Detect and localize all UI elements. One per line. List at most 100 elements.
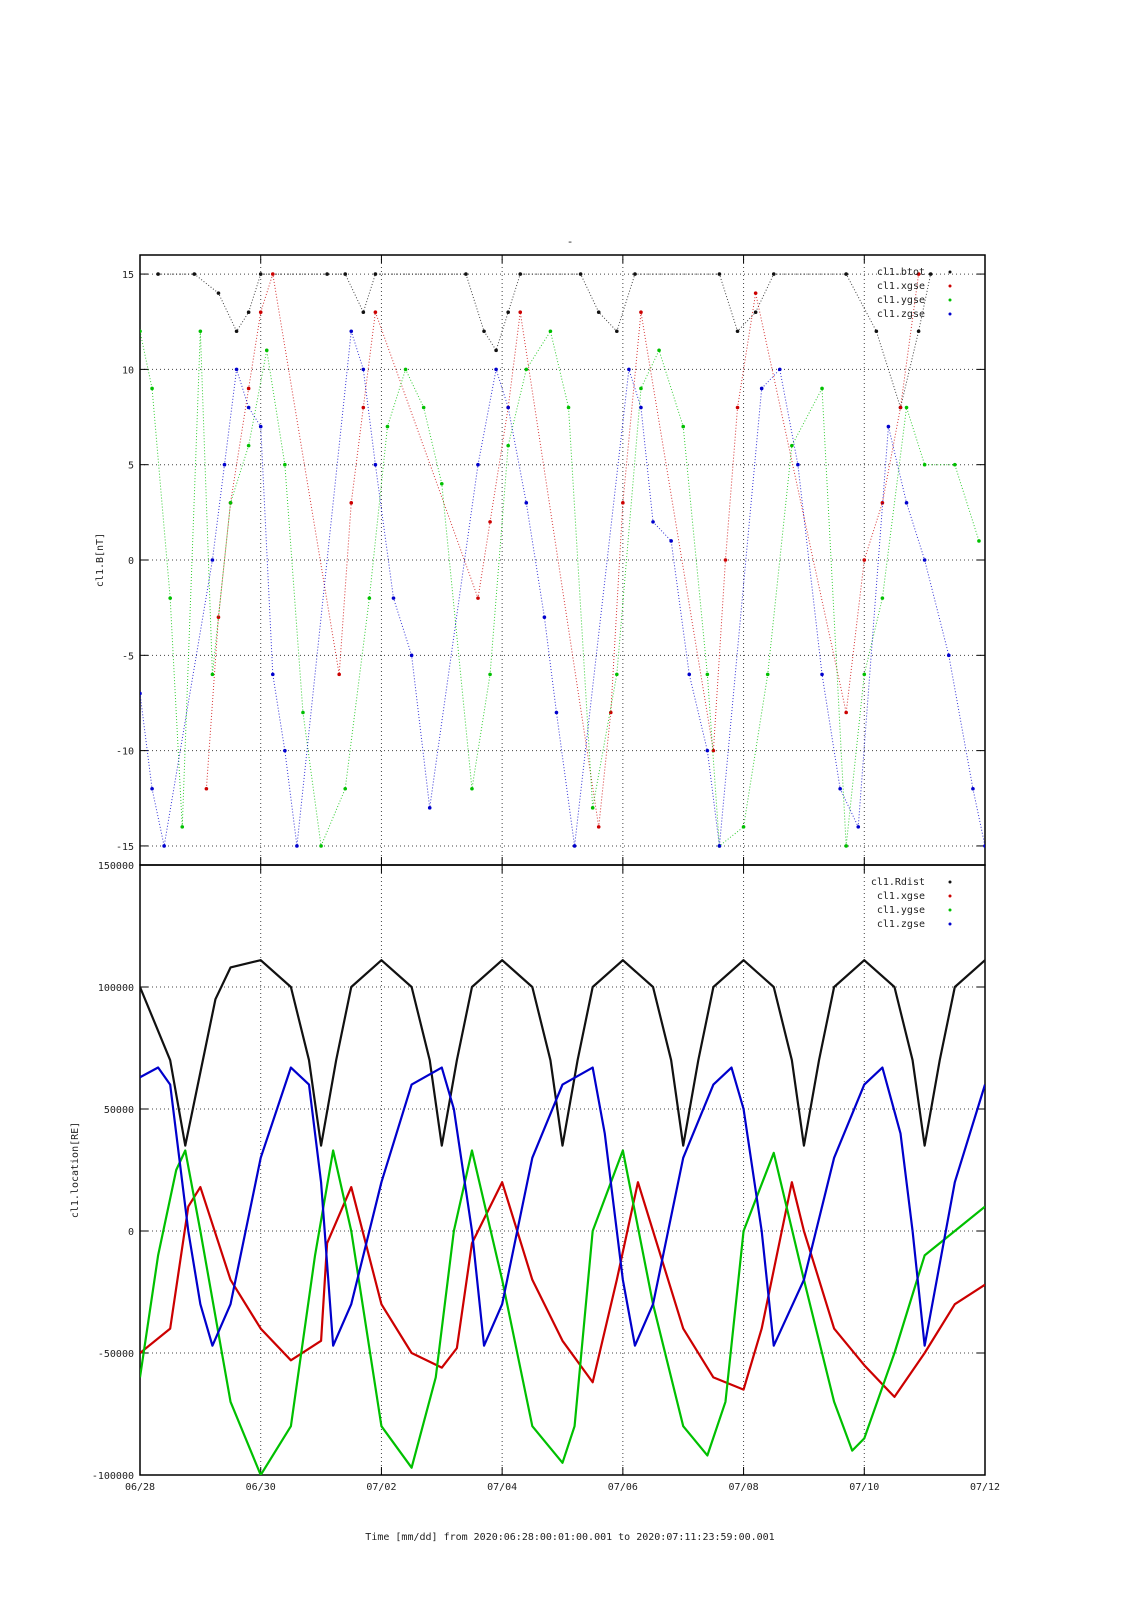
series-trace: [140, 329, 980, 848]
data-point: [482, 329, 486, 334]
data-layer: [140, 959, 985, 1475]
x-tick-label: 07/12: [970, 1482, 1000, 1493]
data-point: [246, 405, 251, 410]
top-frame: [139, 254, 986, 866]
data-point: [554, 710, 559, 715]
data-point: [548, 329, 553, 334]
top-panel: -15 -10 -5 0 5 10 15 cl1.B[nT] cl1.btot cl1.xgse c…: [95, 254, 986, 866]
data-point: [639, 405, 643, 410]
series-cl1-xgse: [204, 272, 921, 829]
legend-marker: [948, 908, 952, 912]
data-point: [922, 462, 927, 467]
data-point: [295, 844, 299, 848]
x-tick-label: 07/10: [849, 1482, 879, 1493]
data-point: [373, 272, 378, 276]
data-point: [506, 443, 510, 448]
series-trace: [158, 273, 932, 410]
data-point: [657, 348, 661, 353]
x-tick-label: 07/02: [366, 1482, 396, 1493]
series-cl1-btot: [156, 272, 933, 410]
data-point: [759, 386, 764, 391]
y-tick-label: -10: [116, 747, 134, 758]
data-point: [439, 481, 444, 486]
data-point: [343, 272, 348, 276]
bottom-frame: [139, 864, 986, 1476]
data-point: [820, 672, 824, 677]
bottom-panel: -100000 -50000 0 50000 100000 150000 cl1.locat…: [70, 861, 1000, 1493]
data-point: [476, 462, 480, 467]
bottom-y-axis-label: cl1.location[RE]: [70, 1122, 81, 1218]
data-point: [977, 539, 981, 543]
y-tick-label: 15: [122, 270, 134, 281]
data-point: [518, 310, 523, 314]
legend-marker: [948, 922, 952, 926]
data-point: [639, 386, 643, 391]
data-point: [904, 405, 909, 410]
data-point: [234, 329, 239, 334]
series-line-cl1-ygse: [140, 1149, 985, 1475]
data-point: [615, 672, 619, 677]
series-line-cl1-zgse: [140, 1066, 985, 1347]
data-point: [325, 272, 329, 276]
data-point: [687, 672, 692, 677]
data-point: [367, 596, 372, 600]
legend-label: cl1.xgse: [877, 281, 925, 292]
series-trace: [205, 273, 920, 827]
data-layer: [140, 272, 985, 848]
y-tick-label: 100000: [98, 983, 134, 994]
data-point: [264, 348, 269, 353]
data-point: [361, 405, 366, 410]
data-point: [337, 672, 341, 677]
data-point: [844, 710, 848, 715]
data-point: [621, 501, 625, 505]
data-point: [524, 501, 529, 505]
data-point: [361, 310, 366, 314]
data-point: [427, 806, 432, 810]
y-tick-label: -5: [122, 651, 134, 662]
data-point: [886, 424, 891, 429]
data-point: [590, 806, 595, 810]
legend-marker: [948, 894, 952, 898]
legend-label: cl1.ygse: [877, 905, 925, 916]
data-point: [349, 501, 354, 505]
data-point: [717, 844, 722, 848]
legend-marker: [948, 298, 952, 302]
data-point: [753, 291, 758, 295]
x-tick-label: 07/06: [608, 1482, 638, 1493]
legend-marker: [948, 284, 952, 288]
data-point: [669, 539, 673, 543]
data-point: [488, 520, 492, 524]
y-tick-label: 0: [128, 556, 134, 567]
series-cl1-ygse: [140, 329, 981, 848]
data-point: [258, 310, 263, 314]
x-axis-label: Time [mm/dd] from 2020:06:28:00:01:00.00…: [365, 1532, 774, 1543]
data-point: [820, 386, 824, 391]
legend-marker: [948, 880, 952, 884]
data-point: [916, 329, 921, 334]
legend-label: cl1.zgse: [877, 919, 925, 930]
data-point: [880, 501, 885, 505]
data-point: [373, 310, 378, 314]
data-point: [180, 825, 185, 829]
chart-title: -: [567, 235, 574, 248]
legend-label: cl1.btot: [877, 267, 925, 278]
y-tick-label: -50000: [98, 1349, 134, 1360]
x-tick-label: 06/30: [246, 1482, 276, 1493]
data-point: [373, 462, 378, 467]
data-point: [464, 272, 468, 276]
data-point: [953, 462, 957, 467]
y-tick-label: 10: [122, 365, 134, 376]
legend-label: cl1.Rdist: [871, 877, 925, 888]
data-point: [506, 405, 510, 410]
y-tick-label: 50000: [104, 1105, 134, 1116]
data-point: [596, 310, 601, 314]
data-point: [361, 367, 366, 372]
data-point: [283, 748, 287, 753]
data-point: [874, 329, 879, 334]
data-point: [162, 844, 166, 848]
legend-label: cl1.xgse: [877, 891, 925, 902]
data-point: [880, 596, 885, 600]
data-point: [150, 386, 154, 391]
